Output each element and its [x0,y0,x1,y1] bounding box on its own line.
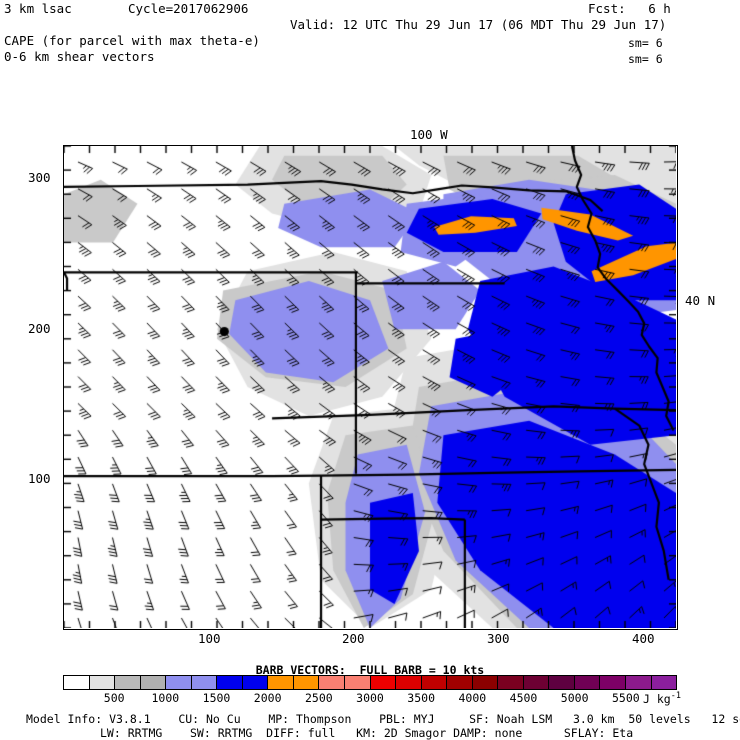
y-axis-tick-100: 100 [28,471,51,486]
colorbar-tick: 2500 [304,691,333,705]
colorbar-swatch [268,676,294,689]
colorbar-tick: 3000 [356,691,384,705]
colorbar-units-label: J kg-1 [643,691,681,706]
colorbar-swatch [626,676,652,689]
x-axis-tick-200: 200 [342,631,365,646]
x-axis-tick-100: 100 [198,631,221,646]
colorbar-tick: 500 [103,691,125,705]
colorbar-swatch [140,676,167,689]
colorbar-tick: 4000 [458,691,487,705]
colorbar-swatch [242,676,269,689]
colorbar-swatch [89,676,116,689]
colorbar-tick-labels: 500 1000 1500 2000 2500 3000 3500 4000 4500 5000 5… [63,691,677,705]
colorbar-swatch [345,676,371,689]
colorbar-swatch [370,676,397,689]
units-exponent: -1 [670,691,681,701]
model-info-line-1: Model Info: V3.8.1 CU: No Cu MP: Thompso… [26,712,740,726]
colorbar-swatch [166,676,192,689]
barb-legend-note: BARB VECTORS: FULL BARB = 10 kts [255,663,485,677]
colorbar-tick: 3500 [407,691,436,705]
map-panel[interactable] [63,145,678,630]
colorbar-swatch [447,676,473,689]
colorbar-tick: 5500 [611,691,640,705]
colorbar-swatch [574,676,601,689]
colorbar-swatch [319,676,346,689]
colorbar-tick: 1000 [151,691,180,705]
cape-field-canvas [64,146,676,628]
model-info-line-2: LW: RRTMG SW: RRTMG DIFF: full KM: 2D Sm… [100,726,634,740]
colorbar-swatch [498,676,524,689]
field-secondary-label: 0-6 km shear vectors [4,49,155,64]
forecast-hour-label: Fcst: 6 h [588,1,671,16]
colorbar-swatch [293,676,320,689]
y-axis-tick-300: 300 [28,170,51,185]
colorbar-swatch [115,676,141,689]
cycle-label: Cycle=2017062906 [128,1,249,16]
colorbar-swatch [64,676,90,689]
units-text: J kg [643,691,671,706]
map-frame [63,145,678,630]
y-axis-tick-200: 200 [28,321,51,336]
colorbar-tick: 2000 [253,691,282,705]
colorbar-swatch [472,676,499,689]
latitude-label: 40 N [685,293,716,308]
smoothing-primary-label: sm= 6 [628,36,663,50]
model-resolution-label: 3 km lsac [4,1,72,16]
colorbar-swatch [191,676,218,689]
valid-time-label: Valid: 12 UTC Thu 29 Jun 17 (06 MDT Thu … [290,17,667,32]
colorbar-swatch [217,676,243,689]
colorbar-tick: 4500 [509,691,538,705]
longitude-label: 100 W [410,127,448,142]
colorbar-tick: 1500 [202,691,231,705]
cape-colorbar [63,675,677,690]
colorbar-swatch [421,676,448,689]
colorbar-swatch [549,676,575,689]
field-primary-label: CAPE (for parcel with max theta-e) [4,33,260,48]
colorbar-tick: 5000 [560,691,589,705]
colorbar-swatch [523,676,550,689]
colorbar-swatch [600,676,627,689]
smoothing-secondary-label: sm= 6 [628,52,663,66]
colorbar-swatch [396,676,422,689]
colorbar-swatch [651,676,677,689]
x-axis-tick-400: 400 [632,631,655,646]
x-axis-tick-300: 300 [487,631,510,646]
